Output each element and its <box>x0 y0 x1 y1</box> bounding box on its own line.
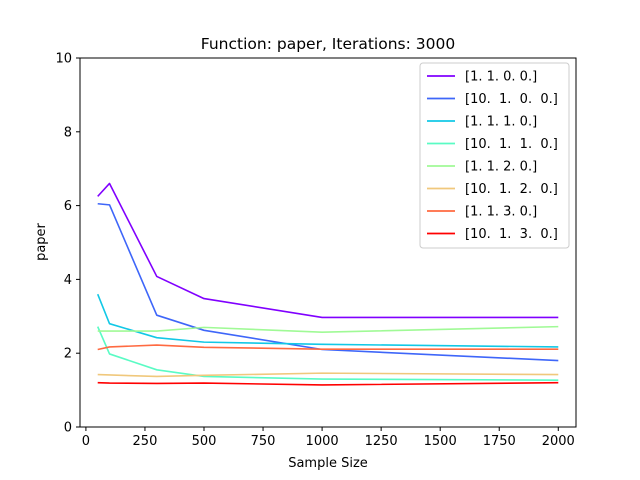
series-line-4 <box>96 326 559 381</box>
x-tick-label: 750 <box>251 434 276 449</box>
y-tick-label: 0 <box>64 421 72 436</box>
legend-box <box>419 62 570 249</box>
legend-label: [10. 1. 1. 0.] <box>465 137 558 152</box>
x-axis-label: Sample Size <box>288 456 368 471</box>
plot-frame <box>79 57 577 428</box>
x-tick-label: 2000 <box>542 434 575 449</box>
series-line-3 <box>96 293 559 348</box>
series-line-6 <box>97 372 559 378</box>
y-axis: 0 2 4 6 8 10 <box>55 52 80 436</box>
chart-title: Function: paper, Iterations: 3000 <box>201 35 455 53</box>
series-line-8 <box>97 381 559 386</box>
legend-label: [10. 1. 0. 0.] <box>465 92 558 107</box>
y-tick-label: 2 <box>64 347 72 362</box>
x-tick-label: 1750 <box>483 434 516 449</box>
y-axis-label: paper <box>34 222 49 260</box>
legend-label: [10. 1. 2. 0.] <box>465 182 558 197</box>
x-tick-label: 250 <box>133 434 158 449</box>
series-line-1 <box>97 182 559 319</box>
x-axis: 0 250 500 750 1000 1250 1500 1750 2000 <box>82 427 575 449</box>
x-tick-label: 0 <box>82 434 90 449</box>
legend-label: [1. 1. 1. 0.] <box>465 115 537 130</box>
legend-label: [1. 1. 3. 0.] <box>465 205 537 220</box>
y-tick-label: 4 <box>64 273 72 288</box>
x-tick-label: 1500 <box>424 434 457 449</box>
legend-label: [1. 1. 2. 0.] <box>465 160 537 175</box>
y-tick-label: 10 <box>55 52 72 67</box>
x-tick-label: 1000 <box>306 434 339 449</box>
y-tick-label: 8 <box>64 125 72 140</box>
x-tick-label: 1250 <box>365 434 398 449</box>
series-line-2 <box>97 202 559 362</box>
y-tick-label: 6 <box>64 199 72 214</box>
legend-label: [1. 1. 0. 0.] <box>465 70 537 85</box>
legend: [1. 1. 0. 0.] [10. 1. 0. 0.] [1. 1. 1. 0.]… <box>419 62 570 249</box>
series-line-5 <box>97 325 559 333</box>
x-tick-label: 500 <box>192 434 217 449</box>
series-line-7 <box>97 344 559 351</box>
series-layer <box>96 182 559 386</box>
legend-label: [10. 1. 3. 0.] <box>465 227 558 242</box>
